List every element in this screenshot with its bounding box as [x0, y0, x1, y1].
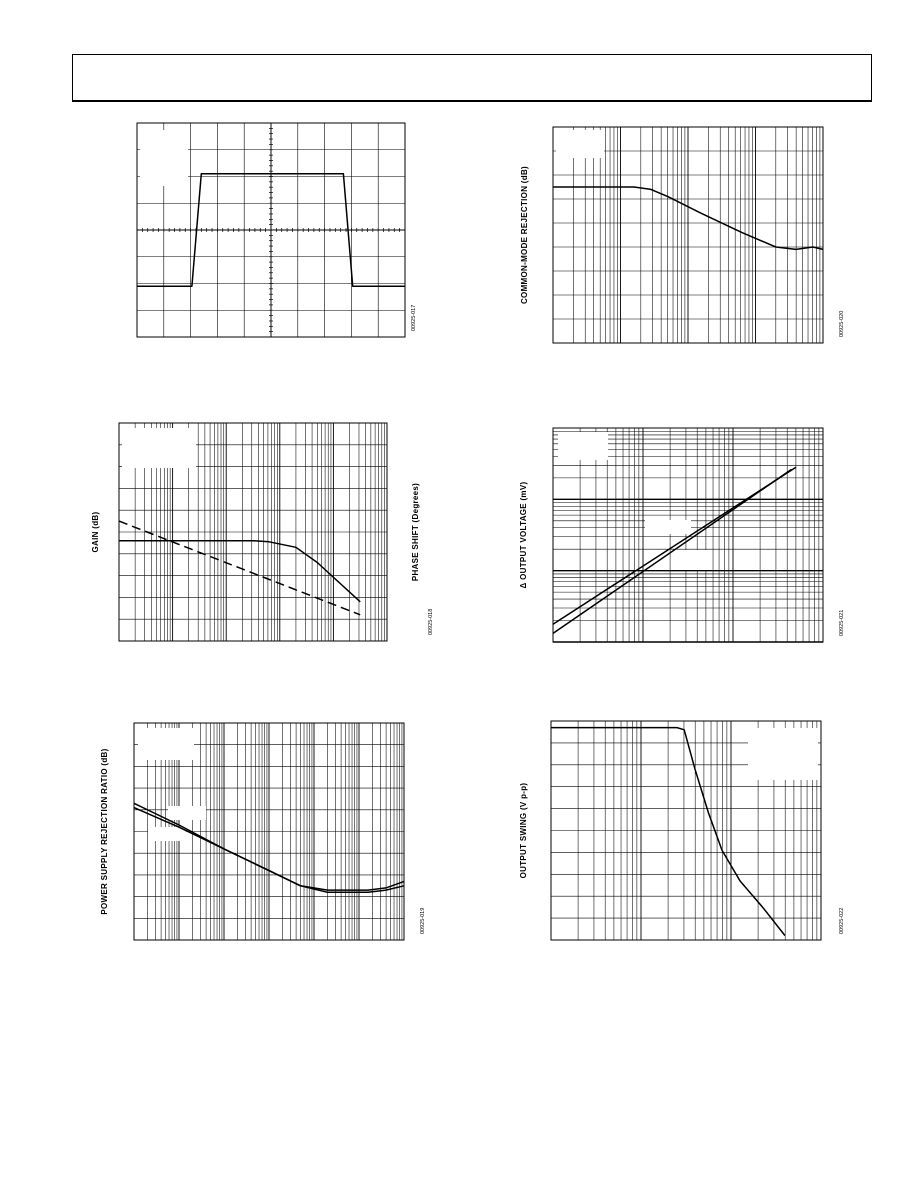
series-line-2: [552, 468, 792, 635]
y-axis-label: GAIN (dB): [91, 512, 100, 553]
grid: [552, 428, 823, 643]
chart-delta-output-voltage: Δ OUTPUT VOLTAGE (mV) 00925-021: [519, 427, 845, 643]
legend-blank-box: [140, 130, 188, 186]
series-line-1: [133, 806, 405, 891]
y-axis-label: POWER SUPPLY REJECTION RATIO (dB): [100, 748, 109, 914]
series-line-1: [553, 186, 824, 251]
figure-id: 00925-019: [420, 908, 426, 934]
legend-blank-box: [748, 728, 818, 780]
legend-blank-box: [558, 432, 608, 460]
grid: [118, 423, 387, 641]
legend-blank-box: [148, 827, 186, 841]
chart-psrr: POWER SUPPLY REJECTION RATIO (dB) 00925-0…: [100, 722, 426, 941]
page-header-box: [72, 54, 872, 102]
legend-blank-box: [122, 428, 196, 468]
plot-frame: [136, 122, 406, 338]
series-line-1: [137, 173, 405, 287]
figure-id: 00925-018: [428, 609, 434, 635]
figure-id: 00925-022: [839, 908, 845, 934]
figure-id: 00925-017: [411, 305, 417, 331]
chart-gain-phase: GAIN (dB) PHASE SHIFT (Degrees) 00925-018: [91, 422, 434, 642]
legend-blank-box: [645, 520, 691, 534]
plot-frame: [552, 427, 824, 643]
figure-id: 00925-021: [839, 610, 845, 636]
plot-frame: [550, 720, 822, 941]
series-line-2: [118, 520, 361, 616]
chart-common-mode-rejection: COMMON-MODE REJECTION (dB) 00925-020: [520, 126, 845, 344]
grid: [552, 127, 823, 343]
legend-blank-box: [138, 728, 194, 760]
grid: [136, 122, 406, 338]
plot-frame: [118, 422, 388, 642]
chart-output-swing: OUTPUT SWING (V p-p) 00925-022: [519, 720, 845, 941]
legend-blank-box: [168, 806, 206, 820]
chart-square-pulse: 00925-017: [136, 122, 417, 338]
y-axis-label: OUTPUT SWING (V p-p): [519, 783, 528, 879]
y-axis-label: Δ OUTPUT VOLTAGE (mV): [519, 482, 528, 589]
y-axis-label: COMMON-MODE REJECTION (dB): [520, 166, 529, 304]
series-line-1: [551, 726, 786, 937]
legend-blank-box: [683, 550, 711, 570]
figure-id: 00925-020: [839, 311, 845, 337]
legend-blank-box: [556, 130, 604, 158]
y-axis-label-right: PHASE SHIFT (Degrees): [411, 483, 420, 581]
plot-frame: [133, 722, 405, 941]
series-line-1: [119, 539, 361, 603]
series-line-2: [133, 802, 405, 894]
plot-frame: [552, 126, 824, 344]
